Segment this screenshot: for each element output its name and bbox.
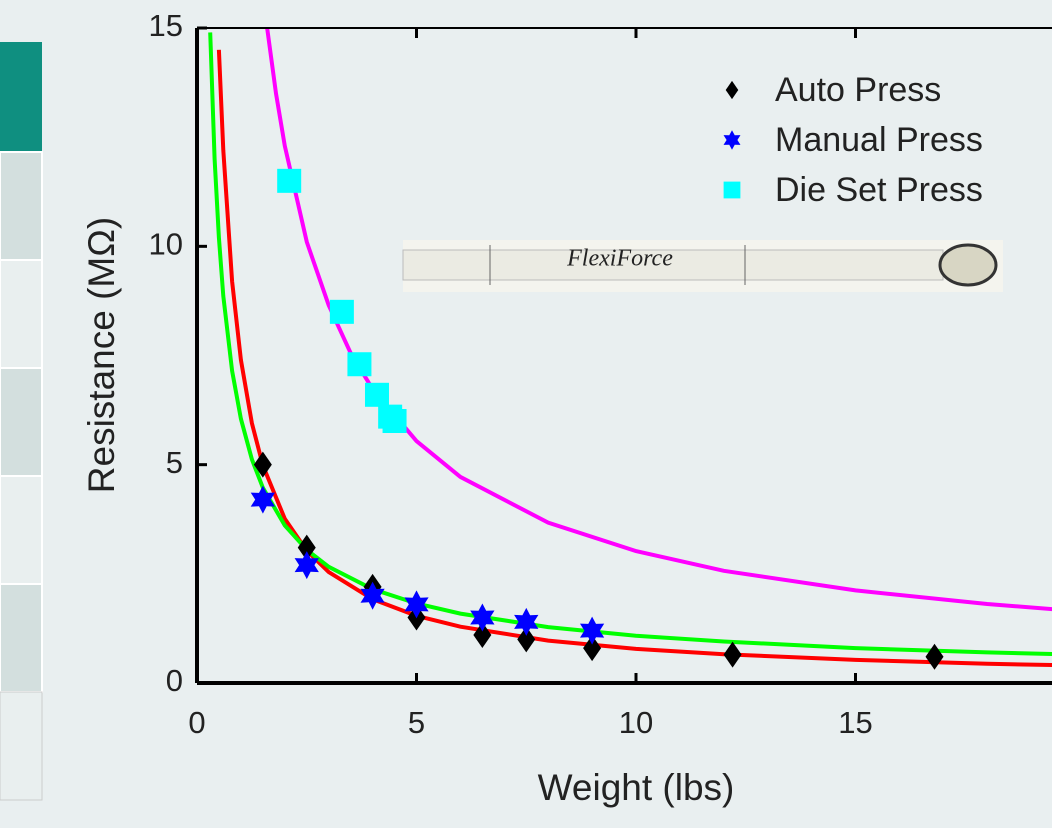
y-axis-label: Resistance (MΩ) xyxy=(81,217,122,493)
square-marker xyxy=(364,382,389,407)
star-marker xyxy=(514,607,539,636)
table-row xyxy=(0,583,43,693)
x-tick-label: 10 xyxy=(619,705,653,740)
legend-label: Die Set Press xyxy=(775,171,983,209)
legend: Auto Press Manual Press Die Set Press xyxy=(723,71,983,209)
x-axis-label: Weight (lbs) xyxy=(538,767,735,808)
y-tick-label: 15 xyxy=(149,8,183,43)
star-marker xyxy=(294,551,319,580)
sensor-inset: FlexiForce xyxy=(402,240,1003,292)
diamond-marker xyxy=(473,621,492,648)
table-row xyxy=(0,475,43,585)
square-marker xyxy=(382,409,407,433)
star-marker xyxy=(404,590,429,619)
table-header xyxy=(0,42,42,152)
legend-label: Manual Press xyxy=(775,121,983,159)
star-marker xyxy=(250,485,275,514)
sensor-pad xyxy=(938,243,998,287)
diamond-marker xyxy=(297,534,316,561)
square-marker xyxy=(723,181,741,199)
diamond-marker xyxy=(925,643,944,670)
sensor-strip xyxy=(402,249,944,281)
y-tick-label: 5 xyxy=(166,445,183,480)
diamond-marker xyxy=(583,635,602,662)
y-tick-label: 10 xyxy=(149,227,183,262)
legend-label: Auto Press xyxy=(775,71,941,109)
square-marker xyxy=(277,168,302,193)
table-row xyxy=(0,691,43,801)
side-table xyxy=(0,42,43,801)
x-tick-label: 5 xyxy=(408,705,425,740)
diamond-marker xyxy=(723,641,742,668)
star-marker xyxy=(580,616,605,645)
x-tick-label: 0 xyxy=(188,705,205,740)
square-marker xyxy=(347,352,372,377)
square-marker xyxy=(329,299,354,324)
x-tick-label: 15 xyxy=(838,705,872,740)
table-row xyxy=(0,259,43,369)
inset-label: FlexiForce xyxy=(566,246,673,272)
y-tick-label: 0 xyxy=(166,663,183,698)
table-row xyxy=(0,367,43,477)
star-marker xyxy=(470,603,495,632)
plot-area xyxy=(208,28,1052,670)
star-marker xyxy=(360,581,385,610)
diamond-marker xyxy=(253,451,272,478)
table-row xyxy=(0,151,43,261)
star-marker xyxy=(723,130,741,150)
fit-curve xyxy=(216,49,1052,668)
diamond-marker xyxy=(517,626,536,653)
